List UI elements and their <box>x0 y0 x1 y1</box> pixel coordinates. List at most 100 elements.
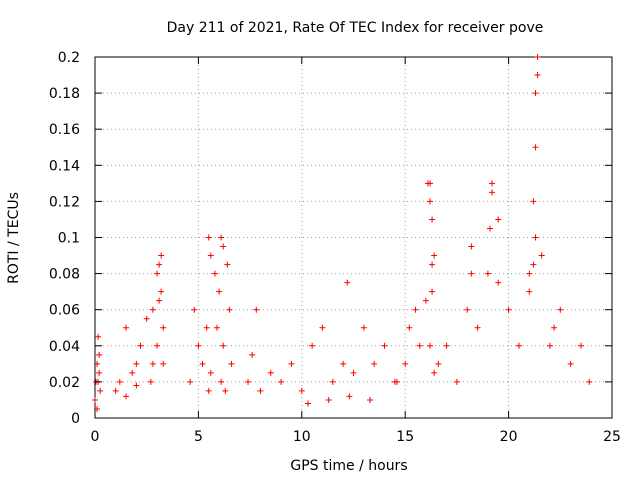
data-point <box>431 252 438 259</box>
data-point <box>94 405 101 412</box>
data-point <box>160 324 167 331</box>
data-point <box>489 180 496 187</box>
data-point <box>431 369 438 376</box>
data-point <box>534 54 541 60</box>
data-point <box>464 306 471 313</box>
x-axis-title: GPS time / hours <box>290 458 407 474</box>
x-tick-label: 5 <box>194 429 203 445</box>
data-point <box>532 234 539 241</box>
data-point <box>224 261 231 268</box>
data-point <box>586 378 593 385</box>
data-point <box>495 279 502 286</box>
y-tick-label: 0.1 <box>58 231 80 247</box>
data-point <box>211 270 218 277</box>
data-point <box>530 261 537 268</box>
data-point <box>346 393 353 400</box>
data-point <box>567 360 574 367</box>
data-point <box>319 324 326 331</box>
x-tick-label: 0 <box>91 429 100 445</box>
data-point <box>158 252 165 259</box>
data-point <box>95 333 102 340</box>
y-axis-title: ROTI / TECUs <box>6 192 22 284</box>
data-point <box>393 378 400 385</box>
data-point <box>137 342 144 349</box>
y-tick-label: 0.02 <box>49 375 80 391</box>
data-point <box>222 387 229 394</box>
y-tick-label: 0.2 <box>58 50 80 66</box>
data-point <box>427 198 434 205</box>
data-point <box>429 288 436 295</box>
y-tick-label: 0.06 <box>49 303 80 319</box>
data-point <box>123 324 130 331</box>
y-tick-label: 0.18 <box>49 86 80 102</box>
data-point <box>526 270 533 277</box>
data-point <box>195 342 202 349</box>
data-point <box>199 360 206 367</box>
y-tick-label: 0.16 <box>49 122 80 138</box>
data-point <box>147 378 154 385</box>
data-point <box>468 243 475 250</box>
data-point <box>205 387 212 394</box>
data-point <box>226 306 233 313</box>
data-point <box>325 396 332 403</box>
data-point <box>156 297 163 304</box>
data-point <box>220 342 227 349</box>
data-point <box>429 216 436 223</box>
data-point <box>344 279 351 286</box>
data-point <box>435 360 442 367</box>
data-point <box>305 400 312 407</box>
data-point <box>203 324 210 331</box>
data-point <box>530 198 537 205</box>
data-point <box>249 351 256 358</box>
data-point <box>427 342 434 349</box>
data-point <box>116 378 123 385</box>
data-point <box>406 324 413 331</box>
data-point <box>288 360 295 367</box>
data-point <box>350 369 357 376</box>
data-point <box>427 180 434 187</box>
data-point <box>546 342 553 349</box>
x-tick-label: 25 <box>603 429 621 445</box>
y-tick-label: 0 <box>71 411 80 427</box>
data-point <box>154 342 161 349</box>
data-point <box>468 270 475 277</box>
data-point <box>443 342 450 349</box>
data-point <box>112 387 119 394</box>
data-point <box>453 378 460 385</box>
data-point <box>538 252 545 259</box>
data-point <box>402 360 409 367</box>
y-tick-label: 0.04 <box>49 339 80 355</box>
data-point <box>149 306 156 313</box>
data-point <box>205 234 212 241</box>
data-point <box>96 369 103 376</box>
data-point <box>207 252 214 259</box>
data-point <box>220 243 227 250</box>
data-point <box>187 378 194 385</box>
data-point <box>133 382 140 389</box>
data-point <box>149 360 156 367</box>
data-point <box>158 288 165 295</box>
data-point <box>534 72 541 79</box>
data-point <box>257 387 264 394</box>
x-tick-label: 15 <box>396 429 414 445</box>
data-point <box>412 306 419 313</box>
data-point <box>416 342 423 349</box>
x-tick-label: 10 <box>293 429 311 445</box>
data-points <box>92 54 593 412</box>
data-point <box>228 360 235 367</box>
data-point <box>360 324 367 331</box>
data-point <box>298 387 305 394</box>
data-point <box>484 270 491 277</box>
y-tick-label: 0.14 <box>49 158 80 174</box>
data-point <box>207 369 214 376</box>
data-point <box>422 297 429 304</box>
data-point <box>156 261 163 268</box>
data-point <box>367 396 374 403</box>
x-axis-ticks: 0 5 10 15 20 25 <box>91 57 621 445</box>
y-tick-label: 0.08 <box>49 267 80 283</box>
data-point <box>143 315 150 322</box>
data-point <box>551 324 558 331</box>
data-point <box>96 351 103 358</box>
data-point <box>532 144 539 151</box>
